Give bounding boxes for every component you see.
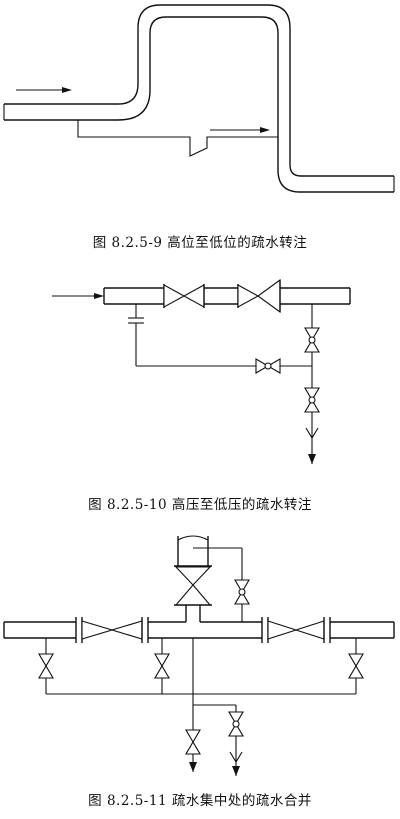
vertical-inlet-pipe xyxy=(174,535,212,622)
flow-arrow xyxy=(52,293,104,299)
pipe-main xyxy=(103,278,351,314)
figure-high-to-low-drain xyxy=(3,4,395,193)
figure-drain-merge xyxy=(3,535,395,776)
drain-valves xyxy=(38,638,364,695)
bypass-line xyxy=(193,547,250,622)
pipe-main xyxy=(3,617,395,643)
figure-caption: 图 8.2.5-11 疏水集中处的疏水合并 xyxy=(88,793,312,809)
collector-outlet xyxy=(185,638,244,776)
valve xyxy=(255,358,281,374)
figure-caption: 图 8.2.5-9 高位至低位的疏水转注 xyxy=(92,235,308,251)
drain-line xyxy=(77,120,278,157)
pipe-main-route xyxy=(3,4,395,193)
figure-high-to-low-pressure-drain xyxy=(52,278,351,464)
drain-line xyxy=(280,304,320,464)
figure-caption: 图 8.2.5-10 高压至低压的疏水转注 xyxy=(88,497,312,513)
pipe-tap xyxy=(128,304,256,367)
flow-arrow xyxy=(210,127,270,133)
flow-arrow xyxy=(16,87,72,93)
